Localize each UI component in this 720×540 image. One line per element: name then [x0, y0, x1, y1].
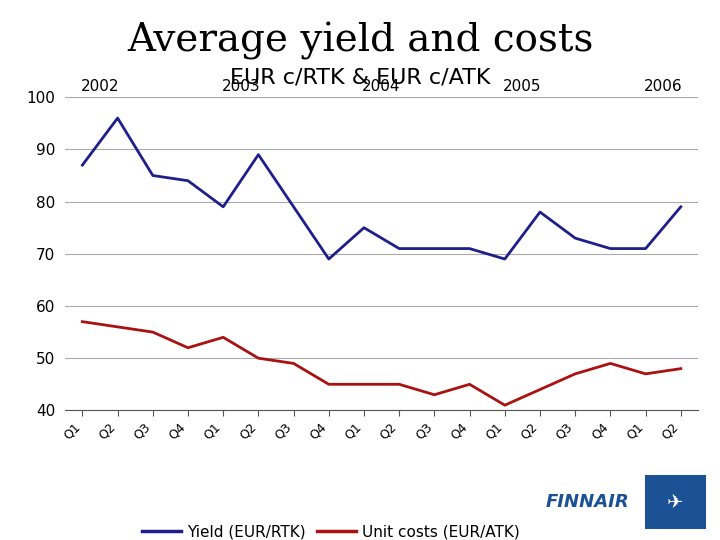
Text: 2003: 2003 — [222, 79, 260, 94]
Text: 2004: 2004 — [362, 79, 401, 94]
Text: 2002: 2002 — [81, 79, 120, 94]
Bar — [645, 475, 706, 529]
Legend: Yield (EUR/RTK), Unit costs (EUR/ATK): Yield (EUR/RTK), Unit costs (EUR/ATK) — [136, 518, 526, 540]
Text: FINNAIR: FINNAIR — [545, 493, 629, 511]
Text: 2006: 2006 — [644, 79, 683, 94]
Text: ✈: ✈ — [667, 492, 684, 512]
Text: Average yield and costs: Average yield and costs — [127, 22, 593, 59]
Text: 2005: 2005 — [503, 79, 541, 94]
Text: EUR c/RTK & EUR c/ATK: EUR c/RTK & EUR c/ATK — [230, 68, 490, 87]
